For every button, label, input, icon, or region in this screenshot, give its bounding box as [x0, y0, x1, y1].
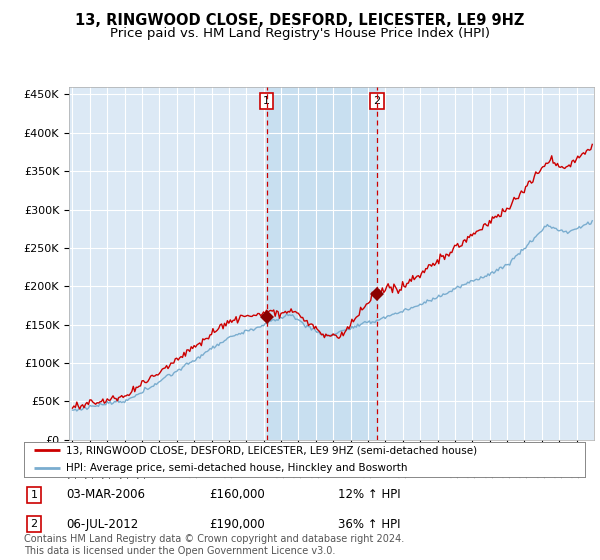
Text: 2: 2 — [373, 96, 380, 106]
Text: 13, RINGWOOD CLOSE, DESFORD, LEICESTER, LE9 9HZ (semi-detached house): 13, RINGWOOD CLOSE, DESFORD, LEICESTER, … — [66, 445, 477, 455]
Text: 13, RINGWOOD CLOSE, DESFORD, LEICESTER, LE9 9HZ: 13, RINGWOOD CLOSE, DESFORD, LEICESTER, … — [76, 13, 524, 28]
Text: 03-MAR-2006: 03-MAR-2006 — [66, 488, 145, 501]
Text: Price paid vs. HM Land Registry's House Price Index (HPI): Price paid vs. HM Land Registry's House … — [110, 27, 490, 40]
Bar — [266, 87, 377, 440]
Text: Contains HM Land Registry data © Crown copyright and database right 2024.
This d: Contains HM Land Registry data © Crown c… — [24, 534, 404, 556]
Text: 1: 1 — [31, 490, 38, 500]
Text: 36% ↑ HPI: 36% ↑ HPI — [338, 518, 401, 531]
Text: HPI: Average price, semi-detached house, Hinckley and Bosworth: HPI: Average price, semi-detached house,… — [66, 464, 407, 473]
Text: £160,000: £160,000 — [209, 488, 265, 501]
Text: 06-JUL-2012: 06-JUL-2012 — [66, 518, 139, 531]
Text: 1: 1 — [263, 96, 270, 106]
Text: 2: 2 — [31, 519, 38, 529]
Text: £190,000: £190,000 — [209, 518, 265, 531]
Text: 12% ↑ HPI: 12% ↑ HPI — [338, 488, 401, 501]
